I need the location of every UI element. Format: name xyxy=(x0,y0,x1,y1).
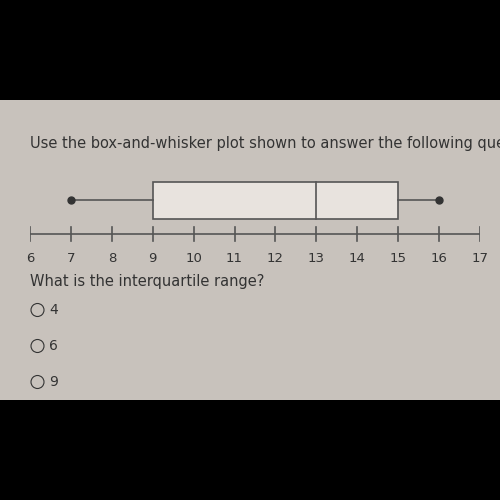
Text: Use the box-and-whisker plot shown to answer the following question.: Use the box-and-whisker plot shown to an… xyxy=(30,136,500,151)
Text: 13: 13 xyxy=(308,252,325,266)
Text: 10: 10 xyxy=(185,252,202,266)
Text: 17: 17 xyxy=(472,252,488,266)
Text: 11: 11 xyxy=(226,252,243,266)
Text: 6: 6 xyxy=(26,252,34,266)
Text: 9: 9 xyxy=(148,252,157,266)
Text: 8: 8 xyxy=(108,252,116,266)
Text: What is the interquartile range?: What is the interquartile range? xyxy=(30,274,264,289)
Text: 14: 14 xyxy=(349,252,366,266)
Text: 4: 4 xyxy=(49,303,58,317)
Text: 9: 9 xyxy=(49,375,58,389)
Text: 12: 12 xyxy=(267,252,284,266)
Text: 6: 6 xyxy=(49,339,58,353)
Text: 7: 7 xyxy=(66,252,75,266)
Text: 16: 16 xyxy=(430,252,448,266)
Bar xyxy=(152,182,398,218)
Text: 15: 15 xyxy=(390,252,406,266)
